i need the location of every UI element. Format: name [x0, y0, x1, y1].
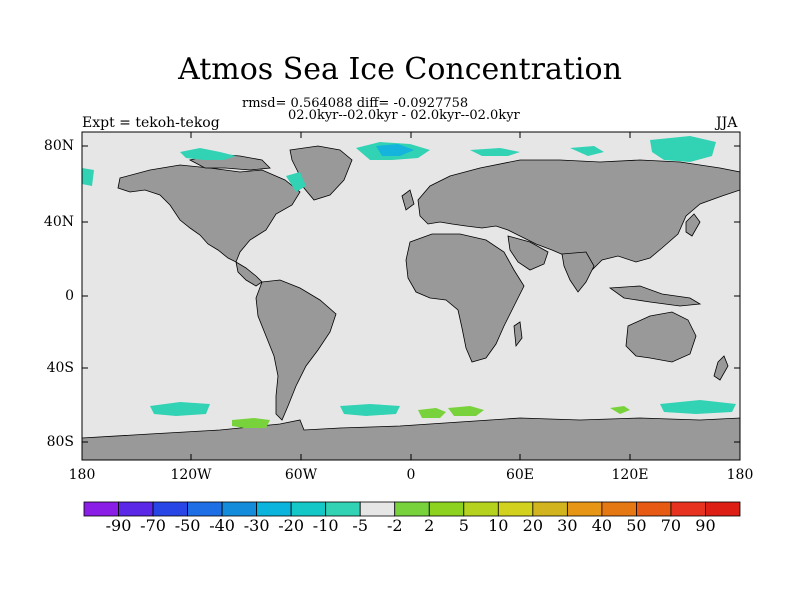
negative-anomaly-bering — [82, 168, 94, 186]
lon-label-120e: 120E — [600, 467, 660, 483]
positive-anomaly-weddell — [232, 418, 270, 428]
colorbar-swatch — [429, 502, 464, 516]
colorbar-swatch — [395, 502, 430, 516]
colorbar-swatch — [464, 502, 499, 516]
colorbar-swatch — [567, 502, 602, 516]
colorbar-swatch — [119, 502, 154, 516]
colorbar-swatch — [671, 502, 706, 516]
lon-label-60w: 60W — [271, 467, 331, 483]
negative-anomaly-southern-2 — [340, 404, 400, 416]
colorbar-swatch — [84, 502, 119, 516]
colorbar-swatch — [705, 502, 740, 516]
lat-label-80n: 80N — [28, 138, 74, 154]
colorbar-swatch — [222, 502, 257, 516]
colorbar-swatch — [188, 502, 223, 516]
lon-label-120w: 120W — [161, 467, 221, 483]
colorbar-swatch — [636, 502, 671, 516]
lon-label-180-east: 180 — [710, 467, 770, 483]
map-figure — [0, 0, 800, 600]
lat-label-equator: 0 — [28, 288, 74, 304]
colorbar-swatch — [326, 502, 361, 516]
lat-label-80s: 80S — [28, 434, 74, 450]
lat-label-40n: 40N — [28, 214, 74, 230]
colorbar-swatch — [257, 502, 292, 516]
colorbar — [84, 502, 740, 516]
colorbar-swatch — [498, 502, 533, 516]
colorbar-swatch — [533, 502, 568, 516]
lon-label-0: 0 — [381, 467, 441, 483]
lon-label-60e: 60E — [490, 467, 550, 483]
map-panel — [82, 132, 740, 460]
lat-label-40s: 40S — [28, 360, 74, 376]
colorbar-swatch — [602, 502, 637, 516]
lon-label-180-west: 180 — [52, 467, 112, 483]
colorbar-swatch — [360, 502, 395, 516]
colorbar-tick-label: 90 — [685, 516, 725, 535]
colorbar-swatch — [291, 502, 326, 516]
colorbar-swatch — [153, 502, 188, 516]
